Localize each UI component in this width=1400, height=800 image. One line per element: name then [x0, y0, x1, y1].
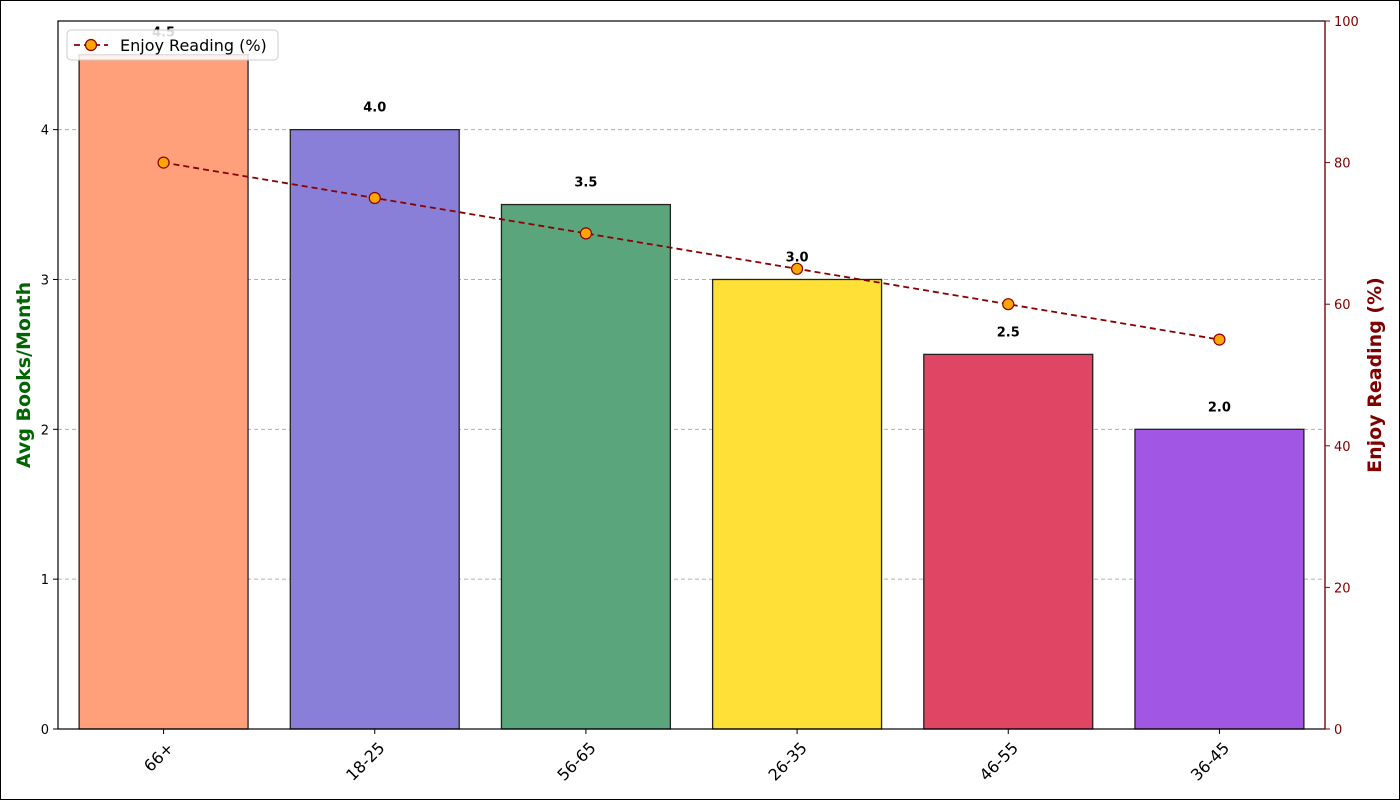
- right-tick-label: 100: [1334, 15, 1359, 30]
- x-tick-label: 18-25: [342, 738, 388, 784]
- bar-value-label: 3.0: [786, 250, 809, 265]
- left-axis-ticks: 0 1 2 3 4: [41, 124, 58, 738]
- line-point: [1002, 298, 1015, 311]
- x-tick-label: 66+: [140, 738, 177, 775]
- bar: [923, 353, 1094, 730]
- bar: [500, 203, 672, 730]
- legend-entry-enjoy-reading: Enjoy Reading (%): [120, 36, 267, 55]
- bars: [78, 54, 1305, 730]
- legend-marker-sample: [84, 38, 98, 52]
- bar: [289, 128, 460, 730]
- line-path: [163, 161, 1220, 341]
- x-tick-label: 26-35: [765, 738, 811, 784]
- right-tick-label: 20: [1334, 581, 1351, 596]
- line-point: [579, 227, 593, 240]
- bar: [711, 278, 883, 730]
- left-tick-label: 2: [41, 423, 49, 438]
- bar-value-label: 2.0: [1208, 400, 1231, 415]
- left-tick-label: 1: [41, 573, 49, 588]
- right-tick-label: 40: [1334, 440, 1351, 455]
- bar-value-label: 4.0: [363, 101, 386, 116]
- bar: [78, 54, 249, 730]
- y-axis-title-right: Enjoy Reading (%): [1364, 277, 1386, 473]
- x-tick-label: 46-55: [976, 738, 1022, 784]
- line-point: [1213, 333, 1226, 346]
- x-axis-ticks: 66+ 18-25 56-65 26-35 46-55 36-45: [140, 729, 1233, 785]
- x-tick-label: 36-45: [1187, 738, 1233, 784]
- line-series: [157, 156, 1226, 346]
- line-point: [790, 262, 804, 275]
- gridlines: [58, 129, 1325, 580]
- bar-value-label: 2.5: [997, 325, 1020, 340]
- line-point: [157, 156, 170, 169]
- axes: [57, 20, 1326, 730]
- left-tick-label: 0: [41, 723, 49, 738]
- right-tick-label: 80: [1334, 157, 1351, 172]
- bar: [1134, 428, 1305, 730]
- legend-box: [66, 29, 279, 61]
- y-axis-title-left: Avg Books/Month: [13, 282, 35, 468]
- left-tick-label: 4: [41, 124, 49, 139]
- x-tick-label: 56-65: [553, 738, 599, 784]
- left-tick-label: 3: [41, 273, 49, 288]
- bar-labels: 4.54.03.53.02.52.0: [152, 26, 1231, 416]
- line-point: [368, 191, 381, 205]
- right-axis-ticks: 0 20 40 60 80 100: [1325, 15, 1359, 738]
- right-tick-label: 60: [1334, 298, 1351, 313]
- bar-value-label: 3.5: [574, 176, 597, 191]
- right-tick-label: 0: [1334, 723, 1342, 738]
- legend: Enjoy Reading (%): [66, 29, 279, 61]
